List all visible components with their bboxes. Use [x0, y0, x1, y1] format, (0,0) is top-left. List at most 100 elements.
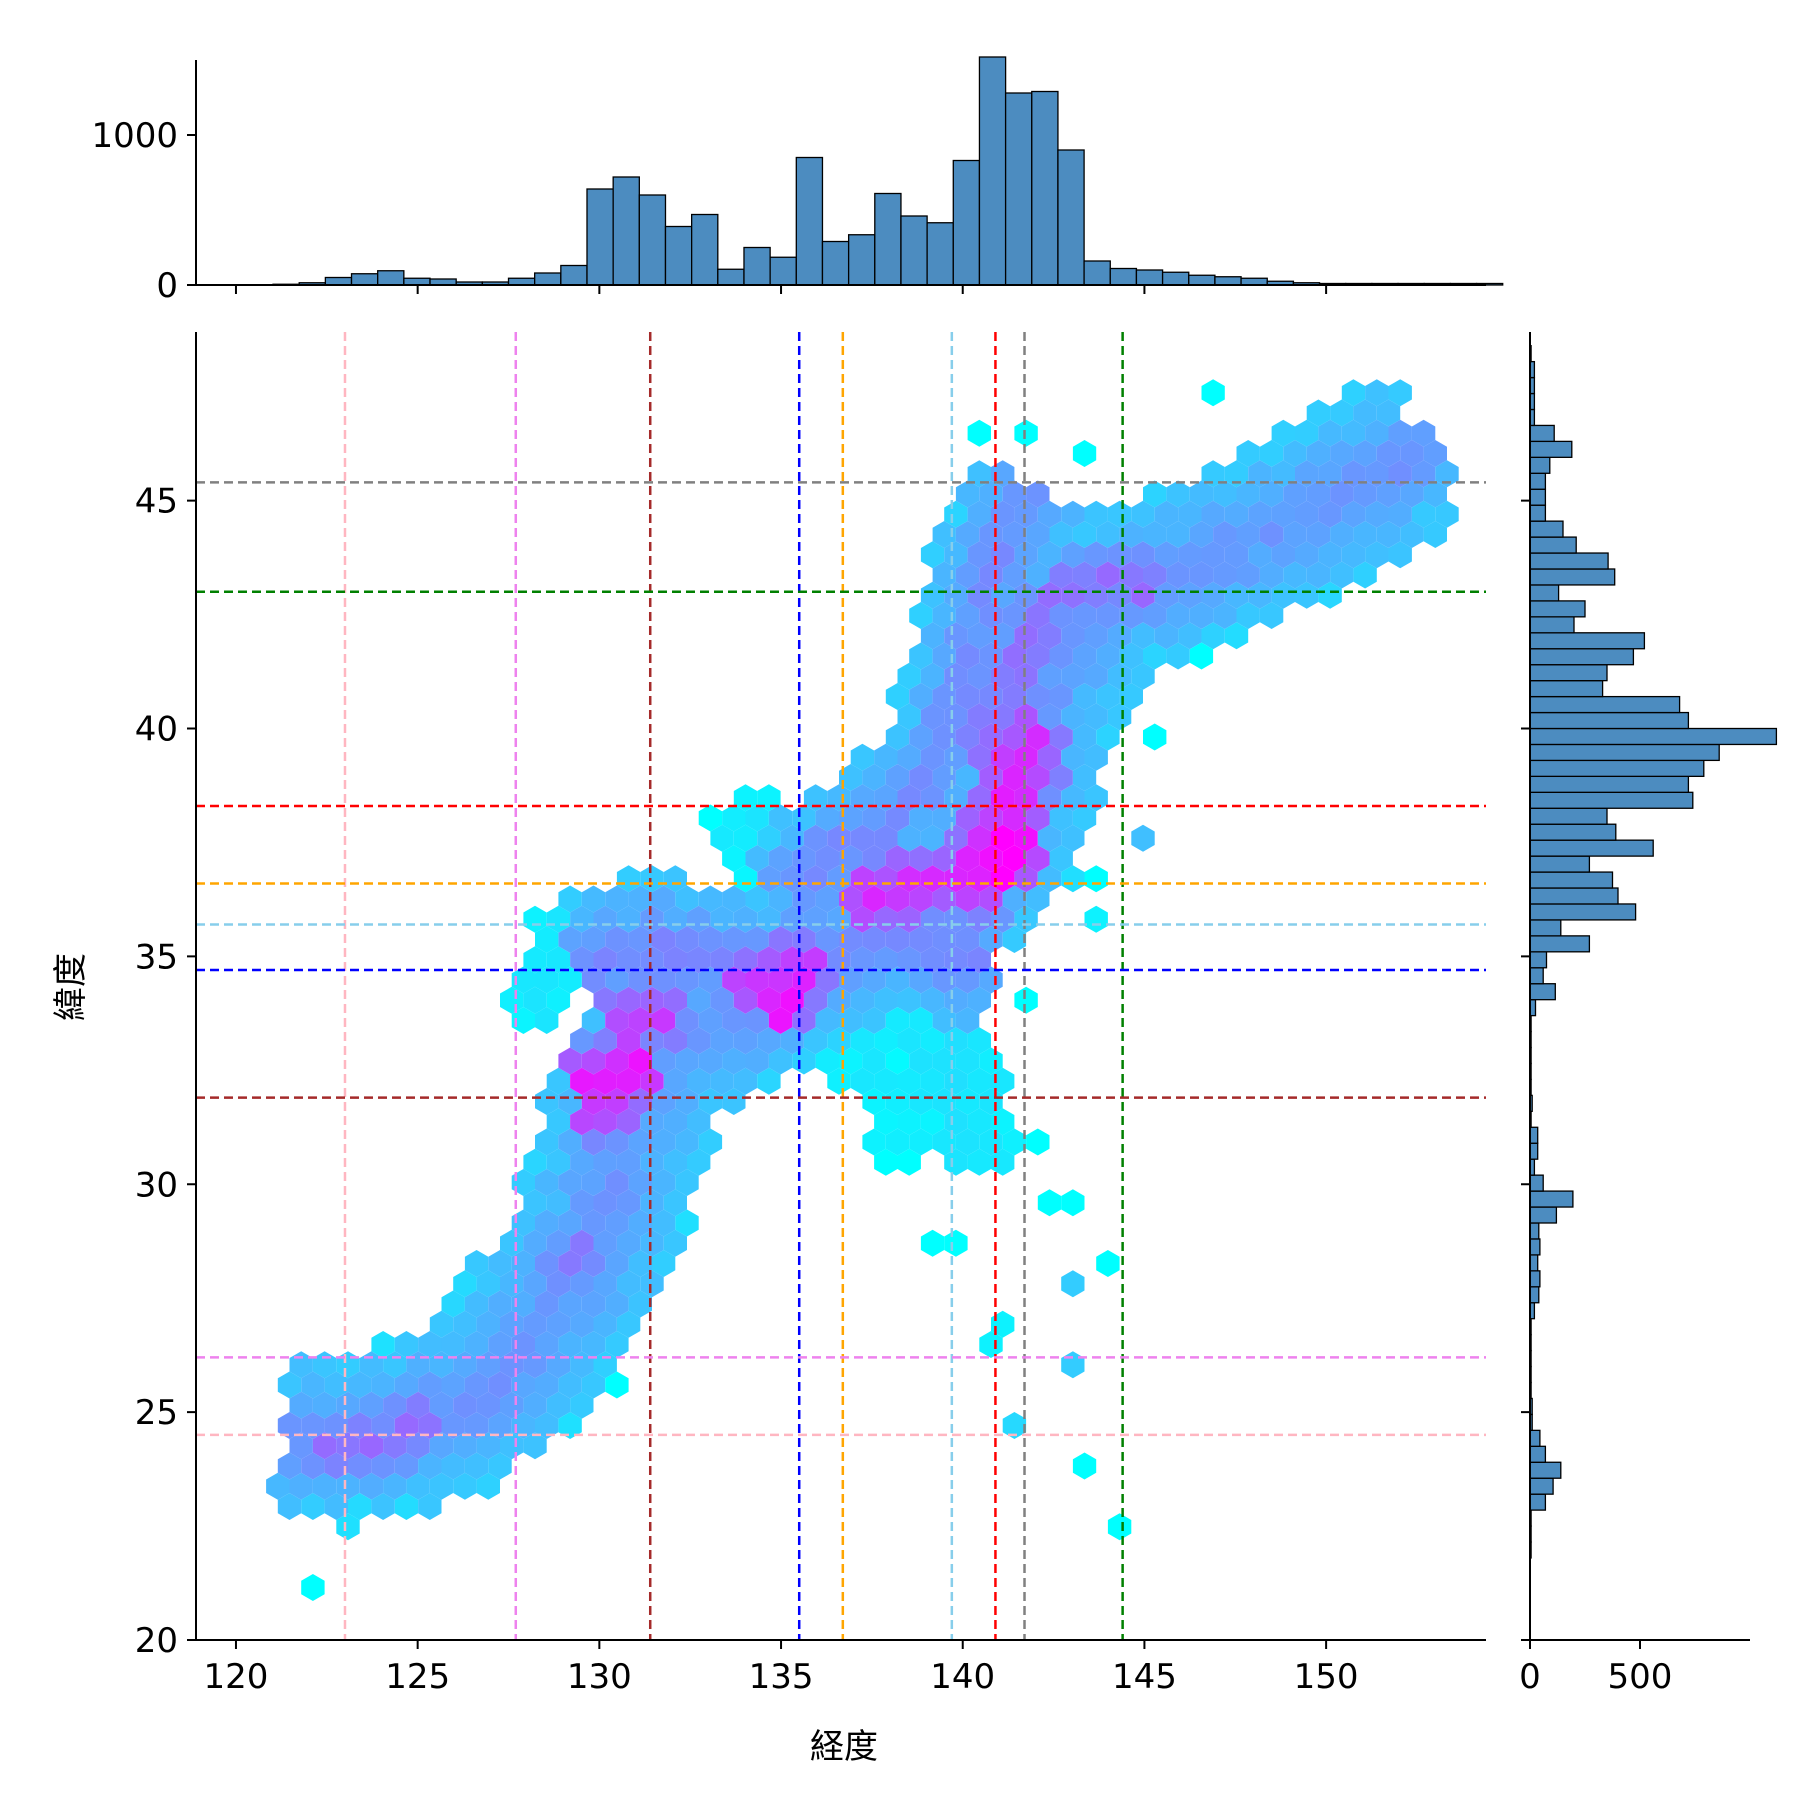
hexbin-cell: [546, 905, 571, 933]
hexbin-cell: [1037, 541, 1062, 569]
hexbin-cell: [1353, 521, 1377, 548]
hexbin-cell: [979, 966, 1003, 994]
hexbin-cell: [593, 1270, 617, 1298]
right-histogram-bar: [1529, 1286, 1540, 1304]
hexbin-cell: [558, 1169, 582, 1196]
hexbin-cell: [1002, 723, 1027, 751]
hexbin-cell: [1084, 541, 1108, 569]
hexbin-cell: [1061, 865, 1085, 893]
hexbin-cell: [710, 1067, 734, 1095]
hexbin-cell: [897, 1148, 921, 1176]
hexbin-cell: [476, 1310, 500, 1338]
hexbin-cell: [1107, 703, 1132, 731]
hexbin-cell: [909, 926, 933, 953]
hexbin-cell: [979, 602, 1003, 629]
hexbin-cell: [441, 1412, 465, 1439]
hexbin-cell: [1026, 561, 1050, 589]
right-histogram-bar: [1529, 584, 1560, 602]
hexbin-cell: [535, 1250, 559, 1277]
hexbin-cell: [920, 946, 945, 974]
hexbin-cell: [1107, 581, 1132, 609]
hexbin-cell: [1224, 622, 1249, 650]
hexbin-cell: [266, 1472, 290, 1500]
hexbin-cell: [1002, 561, 1027, 589]
hexbin-cell: [885, 926, 910, 953]
hexbin-cell: [371, 1452, 395, 1480]
x-tick-label: 150: [1294, 1657, 1359, 1697]
hexbin-cell: [967, 662, 991, 690]
top-histogram-bar: [403, 277, 431, 286]
hexbin-cell: [1014, 500, 1038, 528]
hexbin-cell: [1002, 1412, 1027, 1439]
hexbin-cell: [991, 703, 1015, 731]
hexbin-cell: [967, 581, 991, 609]
hexbin-cell: [1166, 642, 1190, 670]
hexbin-cell: [827, 1067, 851, 1095]
hexbin-cell: [1259, 480, 1284, 508]
hexbin-cell: [1037, 824, 1062, 852]
hexbin-cell: [1248, 581, 1272, 609]
hexbin-cell: [955, 561, 980, 589]
hexbin-cell: [979, 1047, 1003, 1075]
hexbin-cell: [371, 1371, 395, 1399]
hexbin-cell: [429, 1391, 454, 1419]
hexbin-cell: [909, 1128, 933, 1156]
hexbin-cell: [839, 926, 863, 953]
hexbin-cell: [558, 1290, 582, 1318]
hexbin-cell: [920, 1108, 945, 1136]
hexbin-cell: [979, 804, 1003, 832]
hexbin-cell: [371, 1493, 395, 1520]
hexbin-cell: [511, 1290, 535, 1318]
hexbin-cell: [663, 986, 687, 1014]
hexbin-cell: [932, 1047, 956, 1075]
hexbin-cell: [277, 1371, 302, 1399]
x-tick-label: 145: [1112, 1657, 1177, 1697]
hexbin-cell: [827, 1027, 851, 1055]
hexbin-cell: [757, 1027, 781, 1055]
hexbin-cell: [955, 885, 980, 913]
hexbin-cell: [628, 1007, 652, 1034]
hexbin-cell: [1107, 541, 1132, 569]
hexbin-cell: [1096, 683, 1120, 710]
hexbin-cell: [1049, 764, 1073, 791]
hexbin-cell: [546, 1270, 571, 1298]
hexbin-cell: [289, 1432, 313, 1460]
hexbin-cell: [570, 905, 594, 933]
hexbin-cell: [1330, 561, 1354, 589]
hexbin-cell: [1131, 662, 1155, 690]
hexbin-cell: [932, 764, 956, 791]
hexbin-cell: [1353, 561, 1377, 589]
hexbin-cell: [1002, 1128, 1027, 1156]
right-histogram-bar: [1529, 791, 1694, 809]
hexbin-cell: [523, 1310, 547, 1338]
hexbin-cell: [511, 966, 535, 994]
top-histogram-bar: [795, 156, 824, 286]
hexbin-cell: [1026, 480, 1050, 508]
hexbin-cell: [1072, 642, 1097, 670]
hexbin-cell: [1143, 602, 1167, 629]
hexbin-cell: [616, 1027, 641, 1055]
hexbin-cell: [874, 743, 898, 771]
hexbin-cell: [698, 1128, 723, 1156]
hexbin-cell: [1376, 521, 1401, 548]
hexbin-cell: [991, 743, 1015, 771]
hexbin-cell: [979, 1331, 1003, 1358]
hexbin-cell: [1119, 642, 1143, 670]
hexbin-cell: [1061, 784, 1085, 812]
hexbin-cell: [523, 1148, 547, 1176]
hexbin-cell: [955, 1047, 980, 1075]
right-histogram-bar: [1529, 743, 1720, 762]
hexbin-cell: [698, 966, 723, 994]
hexbin-cell: [663, 1148, 687, 1176]
hexbin-cell: [932, 521, 956, 548]
hexbin-cell: [441, 1452, 465, 1480]
hexbin-cell: [593, 1189, 617, 1217]
hexbin-cell: [874, 1108, 898, 1136]
hexbin-cell: [523, 1270, 547, 1298]
hexbin-cell: [944, 1229, 968, 1257]
y-tick-label: 30: [135, 1165, 178, 1205]
axes-layer: 120 125 130 135 140 145 150 20 25 30 35 40 45: [135, 332, 1486, 1697]
hexbin-cell: [1341, 419, 1366, 447]
hexbin-cell: [359, 1472, 384, 1500]
hexbin-cell: [1411, 419, 1436, 447]
